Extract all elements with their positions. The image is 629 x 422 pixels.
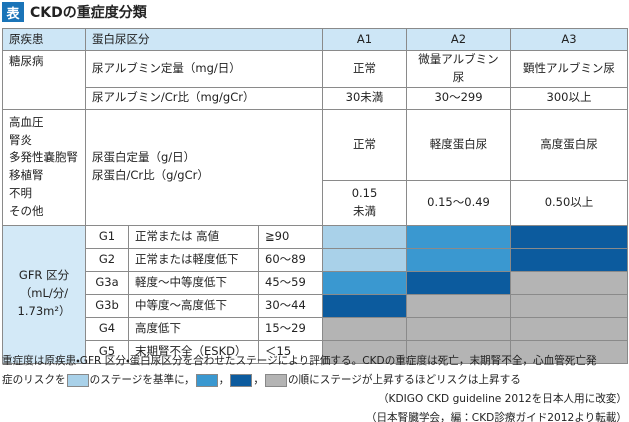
range-cell: 60〜89 xyxy=(258,247,323,272)
range-cell: 300以上 xyxy=(510,86,628,110)
risk-cell xyxy=(406,316,511,341)
risk-cell xyxy=(322,293,407,318)
footnote-text: ， xyxy=(253,374,264,386)
risk-cell xyxy=(322,247,407,272)
disease-cell: 高血圧腎炎多発性嚢胞腎 移植腎不明その他 xyxy=(2,108,86,226)
risk-cell xyxy=(406,247,511,272)
title-text: CKDの重症度分類 xyxy=(30,5,147,21)
risk-cell xyxy=(322,316,407,341)
measure-cell: 尿蛋白定量（g/日） 尿蛋白/Cr比（g/gCr） xyxy=(85,108,323,226)
gfr-label: GFR 区分 （mL/分/ 1.73m²） xyxy=(2,224,86,364)
header-cell: 蛋白尿区分 xyxy=(85,28,323,51)
ckd-table: 原疾患 蛋白尿区分 A1 A2 A3 糖尿病 尿アルブミン定量（mg/日） 正常… xyxy=(2,28,628,364)
risk-cell xyxy=(510,316,628,341)
measure-item: 尿蛋白定量（g/日） xyxy=(92,150,196,165)
disease-item: 高血圧 xyxy=(9,114,44,129)
range-cell: 30〜44 xyxy=(258,293,323,318)
gfr-row: G4 高度低下 15〜29 xyxy=(3,316,628,341)
description-cell: 高度低下 xyxy=(128,316,259,341)
description-cell: 末期腎不全（ESKD） xyxy=(128,339,259,364)
row: 0.15 未満 0.15〜0.49 0.50以上 xyxy=(3,179,628,226)
header-cell: A2 xyxy=(406,28,511,51)
description-cell: 正常または 高値 xyxy=(128,224,259,249)
header-cell: A1 xyxy=(322,28,407,51)
risk-cell xyxy=(322,270,407,295)
risk-cell xyxy=(510,293,628,318)
risk-cell xyxy=(510,247,628,272)
risk-cell xyxy=(510,339,628,364)
range-cell: 0.15 未満 xyxy=(322,179,407,226)
footnote: （日本腎臓学会，編：CKD診療ガイド2012より転載） xyxy=(365,412,627,422)
risk-cell xyxy=(406,339,511,364)
gfr-row: G5 末期腎不全（ESKD） ＜15 xyxy=(3,339,628,364)
risk-cell xyxy=(322,339,407,364)
description-cell: 正常または軽度低下 xyxy=(128,247,259,272)
gfr-row: G2 正常または軽度低下 60〜89 xyxy=(3,247,628,272)
title-bar: 表 CKDの重症度分類 xyxy=(2,2,147,22)
swatch xyxy=(66,373,89,387)
header-cell: A3 xyxy=(510,28,628,51)
title-badge: 表 xyxy=(2,2,24,22)
footnote-text: 症のリスクを xyxy=(2,374,66,386)
range-cell: 45〜59 xyxy=(258,270,323,295)
gfr-row: G3a 軽度〜中等度低下 45〜59 xyxy=(3,270,628,295)
header-row: 原疾患 蛋白尿区分 A1 A2 A3 xyxy=(2,28,628,51)
range-cell: 30〜299 xyxy=(406,86,511,110)
row: 尿アルブミン/Cr比（mg/gCr） 30未満 30〜299 300以上 xyxy=(3,86,628,110)
range-cell: 30未満 xyxy=(322,86,407,110)
header-cell: 原疾患 xyxy=(2,28,86,51)
category-cell: 顕性アルブミン尿 xyxy=(510,50,628,88)
risk-cell xyxy=(406,224,511,249)
range-cell: 0.15〜0.49 xyxy=(406,179,511,226)
stage-cell: G1 xyxy=(85,224,129,249)
category-cell: 正常 xyxy=(322,108,407,181)
footnote-text: の順にステージが上昇するほどリスクは上昇する xyxy=(287,374,521,386)
disease-item: 不明 xyxy=(9,185,32,200)
category-cell: 正常 xyxy=(322,50,407,88)
risk-cell xyxy=(322,224,407,249)
disease-item: 腎炎 xyxy=(9,132,32,147)
row: 高血圧腎炎多発性嚢胞腎 移植腎不明その他 尿蛋白定量（g/日） 尿蛋白/Cr比（g/… xyxy=(2,108,628,226)
disease-item: 多発性嚢胞腎 xyxy=(9,150,78,165)
disease-cell: 糖尿病 xyxy=(2,50,86,110)
footnote-text: のステージを基準に， xyxy=(89,374,195,386)
footnotes: 重症度は原疾患・GFR 区分・蛋白尿区分を合わせたステージにより評価する。CKD… xyxy=(2,352,627,422)
swatch xyxy=(264,373,287,387)
range-cell: 15〜29 xyxy=(258,316,323,341)
risk-cell xyxy=(510,270,628,295)
stage-cell: G5 xyxy=(85,339,129,364)
description-cell: 中等度〜高度低下 xyxy=(128,293,259,318)
swatch xyxy=(230,373,253,387)
row: 糖尿病 尿アルブミン定量（mg/日） 正常 微量アルブミン尿 顕性アルブミン尿 xyxy=(2,50,628,110)
measure-cell: 尿アルブミン定量（mg/日） xyxy=(85,50,323,88)
stage-cell: G4 xyxy=(85,316,129,341)
risk-cell xyxy=(406,293,511,318)
description-cell: 軽度〜中等度低下 xyxy=(128,270,259,295)
footnote: （KDIGO CKD guideline 2012を日本人用に改変） xyxy=(377,393,627,405)
swatch xyxy=(195,373,218,387)
range-cell: ＜15 xyxy=(258,339,323,364)
footnote: 症のリスクを のステージを基準に， ， ， の順にステージが上昇するほどリスクは上昇する xyxy=(2,371,627,390)
category-cell: 軽度蛋白尿 xyxy=(406,108,511,181)
category-cell: 高度蛋白尿 xyxy=(510,108,628,181)
measure-cell: 尿アルブミン/Cr比（mg/gCr） xyxy=(85,86,323,110)
stage-cell: G3b xyxy=(85,293,129,318)
disease-item: その他 xyxy=(9,203,44,218)
stage-cell: G2 xyxy=(85,247,129,272)
range-cell: 0.50以上 xyxy=(510,179,628,226)
footnote: 重症度は原疾患・GFR 区分・蛋白尿区分を合わせたステージにより評価する。CKD… xyxy=(2,355,597,367)
measure-item: 尿蛋白/Cr比（g/gCr） xyxy=(92,168,209,183)
stage-cell: G3a xyxy=(85,270,129,295)
risk-cell xyxy=(406,270,511,295)
risk-cell xyxy=(510,224,628,249)
disease-item: 移植腎 xyxy=(9,168,44,183)
category-cell: 微量アルブミン尿 xyxy=(406,50,511,88)
range-cell: ≧90 xyxy=(258,224,323,249)
gfr-row: G3b 中等度〜高度低下 30〜44 xyxy=(3,293,628,318)
gfr-row: GFR 区分 （mL/分/ 1.73m²） G1 正常または 高値 ≧90 xyxy=(2,224,628,364)
footnote-text: ， xyxy=(218,374,230,386)
